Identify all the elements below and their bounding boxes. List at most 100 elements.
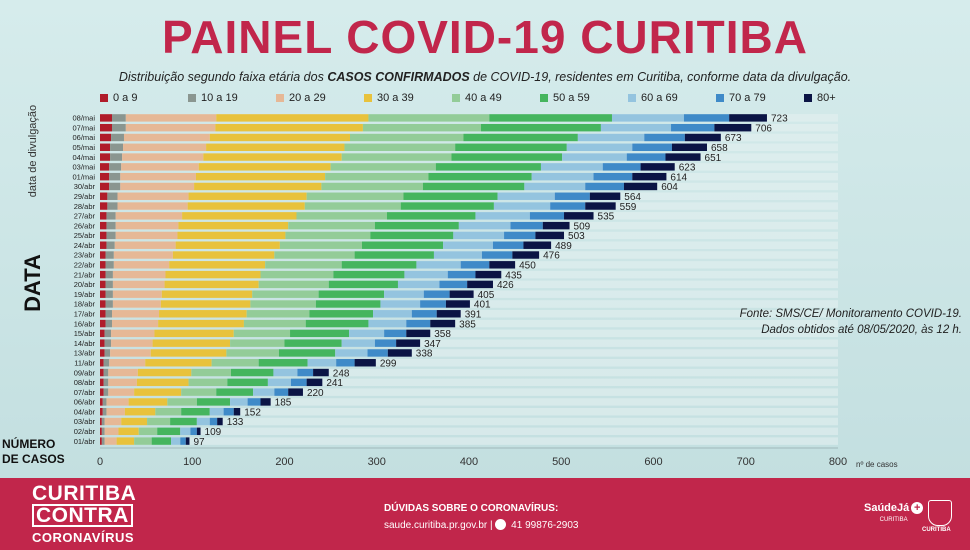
bar-segment — [233, 329, 291, 338]
bar-segment — [475, 270, 502, 279]
data-axis-label: DATA — [20, 254, 45, 312]
bar-segment — [216, 388, 254, 396]
bar-segment — [373, 310, 412, 318]
y-tick-label: 15/abr — [74, 329, 96, 338]
bar-segment — [116, 437, 135, 445]
bar-segment — [112, 270, 166, 279]
bar-segment — [151, 437, 172, 445]
total-label: 706 — [755, 123, 772, 134]
help-phone[interactable]: 41 99876-2903 — [511, 520, 579, 531]
bar-segment — [109, 182, 121, 191]
legend-item: 70 a 79 — [716, 92, 766, 104]
bar-segment — [100, 114, 112, 122]
y-tick-label: 28/abr — [74, 202, 96, 211]
bar-segment — [439, 280, 468, 289]
bar-segment — [100, 378, 104, 387]
bar-segment — [449, 290, 474, 298]
bar-segment — [100, 202, 108, 210]
bar-segment — [397, 280, 440, 289]
bar-segment — [493, 202, 551, 210]
bar-segment — [159, 310, 247, 318]
bar-segment — [100, 192, 108, 200]
bar-segment — [274, 251, 355, 259]
bar-segment — [123, 143, 207, 152]
bar-segment — [321, 182, 423, 191]
bar-segment — [288, 388, 303, 396]
help-site-link[interactable]: saude.curitiba.pr.gov.br — [384, 520, 488, 531]
bar-segment — [150, 349, 227, 357]
legend-item: 0 a 9 — [100, 92, 137, 104]
bar-segment — [188, 192, 307, 200]
total-label: 503 — [568, 231, 585, 242]
bar-segment — [190, 427, 197, 436]
bar-segment — [100, 329, 105, 338]
bar-segment — [306, 378, 323, 387]
y-tick-label: 06/abr — [74, 398, 96, 407]
total-label: 299 — [380, 358, 397, 369]
bar-segment — [589, 192, 621, 200]
y-tick-label: 05/mai — [72, 143, 95, 152]
bar-segment — [111, 319, 159, 328]
bar-segment — [564, 212, 594, 220]
bar-segment — [100, 388, 104, 396]
bar-segment — [406, 319, 431, 328]
bar-segment — [463, 133, 578, 142]
bar-segment — [274, 388, 289, 396]
bar-segment — [105, 300, 113, 308]
legend-label: 80+ — [817, 92, 836, 104]
help-separator: | — [490, 520, 493, 531]
saude-logo-sub: CURITIBA — [879, 517, 908, 523]
bar-segment — [188, 378, 228, 387]
x-unit-label: nº de casos — [856, 460, 898, 469]
bar-segment — [101, 427, 105, 436]
bar-segment — [105, 310, 112, 318]
bar-segment — [105, 270, 113, 279]
bar-segment — [100, 319, 106, 328]
bar-segment — [305, 319, 369, 328]
bar-segment — [198, 163, 331, 171]
bar-segment — [529, 212, 565, 220]
bar-segment — [290, 329, 350, 338]
y-tick-label: 21/abr — [74, 270, 96, 279]
bar-segment — [112, 300, 161, 308]
numero-de-casos-label: NÚMERO DE CASOS — [2, 437, 65, 467]
bar-segment — [103, 378, 109, 387]
subtitle-bold: CASOS CONFIRMADOS — [327, 70, 470, 84]
legend-swatch — [628, 94, 636, 103]
bar-segment — [396, 339, 421, 347]
bar-segment — [100, 163, 110, 171]
bar-segment — [105, 261, 114, 269]
bar-segment — [406, 329, 431, 338]
bar-segment — [602, 163, 641, 171]
bar-segment — [562, 153, 627, 161]
bar-segment — [158, 319, 244, 328]
bar-segment — [492, 241, 524, 249]
bar-segment — [489, 261, 516, 269]
x-tick-label: 100 — [183, 456, 201, 468]
bar-segment — [223, 407, 234, 416]
bar-segment — [105, 319, 112, 328]
total-label: 405 — [478, 290, 495, 301]
bar-segment — [111, 133, 124, 142]
bar-segment — [247, 398, 261, 406]
bar-segment — [106, 241, 115, 249]
bar-segment — [161, 290, 253, 298]
bar-segment — [100, 339, 105, 347]
legend-swatch — [452, 94, 460, 103]
bar-segment — [100, 407, 103, 416]
bar-segment — [100, 143, 111, 152]
bar-segment — [336, 359, 355, 367]
x-tick-label: 600 — [644, 456, 662, 468]
bar-segment — [714, 123, 752, 132]
bar-segment — [109, 172, 121, 181]
total-label: 723 — [771, 114, 788, 125]
y-tick-label: 18/abr — [74, 300, 96, 309]
bar-segment — [100, 437, 102, 445]
x-tick-label: 300 — [368, 456, 386, 468]
bar-segment — [550, 202, 586, 210]
bar-segment — [309, 310, 374, 318]
bar-segment — [195, 172, 326, 181]
bar-segment — [318, 290, 385, 298]
bar-segment — [160, 300, 251, 308]
y-tick-label: 16/abr — [74, 319, 96, 328]
